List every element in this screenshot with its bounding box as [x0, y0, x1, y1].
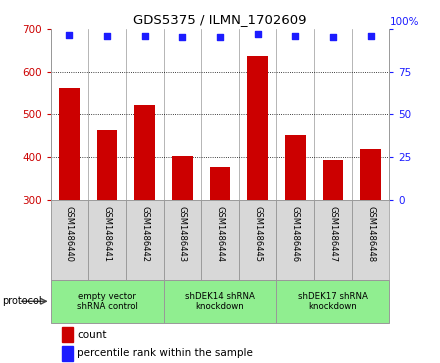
Bar	[285, 135, 306, 327]
Point	[292, 33, 299, 39]
Text: GSM1486443: GSM1486443	[178, 206, 187, 262]
Text: percentile rank within the sample: percentile rank within the sample	[77, 348, 253, 358]
Point	[66, 32, 73, 38]
Bar	[62, 346, 73, 361]
Bar	[62, 327, 73, 342]
Point	[103, 33, 110, 39]
Text: count: count	[77, 330, 106, 340]
Text: GSM1486445: GSM1486445	[253, 206, 262, 262]
Bar	[51, 200, 88, 280]
Bar	[134, 105, 155, 327]
Bar	[172, 156, 193, 327]
Point	[141, 33, 148, 39]
Bar	[51, 280, 164, 323]
Text: GSM1486441: GSM1486441	[103, 206, 112, 262]
Bar	[97, 130, 117, 327]
Point	[254, 31, 261, 37]
Title: GDS5375 / ILMN_1702609: GDS5375 / ILMN_1702609	[133, 13, 307, 26]
Text: shDEK14 shRNA
knockdown: shDEK14 shRNA knockdown	[185, 291, 255, 311]
Text: 100%: 100%	[389, 17, 419, 27]
Bar	[209, 167, 231, 327]
Bar	[59, 88, 80, 327]
Bar	[247, 56, 268, 327]
Text: GSM1486447: GSM1486447	[328, 206, 337, 262]
Text: GSM1486444: GSM1486444	[216, 206, 224, 262]
Bar	[164, 200, 201, 280]
Text: GSM1486446: GSM1486446	[291, 206, 300, 262]
Bar	[201, 200, 239, 280]
Point	[216, 34, 224, 40]
Bar	[323, 160, 343, 327]
Text: GSM1486442: GSM1486442	[140, 206, 149, 262]
Text: GSM1486440: GSM1486440	[65, 206, 74, 262]
Bar	[360, 149, 381, 327]
Bar	[352, 200, 389, 280]
Text: GSM1486448: GSM1486448	[366, 206, 375, 262]
Text: shDEK17 shRNA
knockdown: shDEK17 shRNA knockdown	[298, 291, 368, 311]
Bar	[276, 200, 314, 280]
Bar	[239, 200, 276, 280]
Bar	[126, 200, 164, 280]
Bar	[164, 280, 276, 323]
Bar	[88, 200, 126, 280]
Point	[330, 34, 337, 40]
Text: empty vector
shRNA control: empty vector shRNA control	[77, 291, 138, 311]
Text: protocol: protocol	[2, 296, 42, 306]
Point	[179, 34, 186, 40]
Point	[367, 33, 374, 39]
Bar	[314, 200, 352, 280]
Bar	[276, 280, 389, 323]
